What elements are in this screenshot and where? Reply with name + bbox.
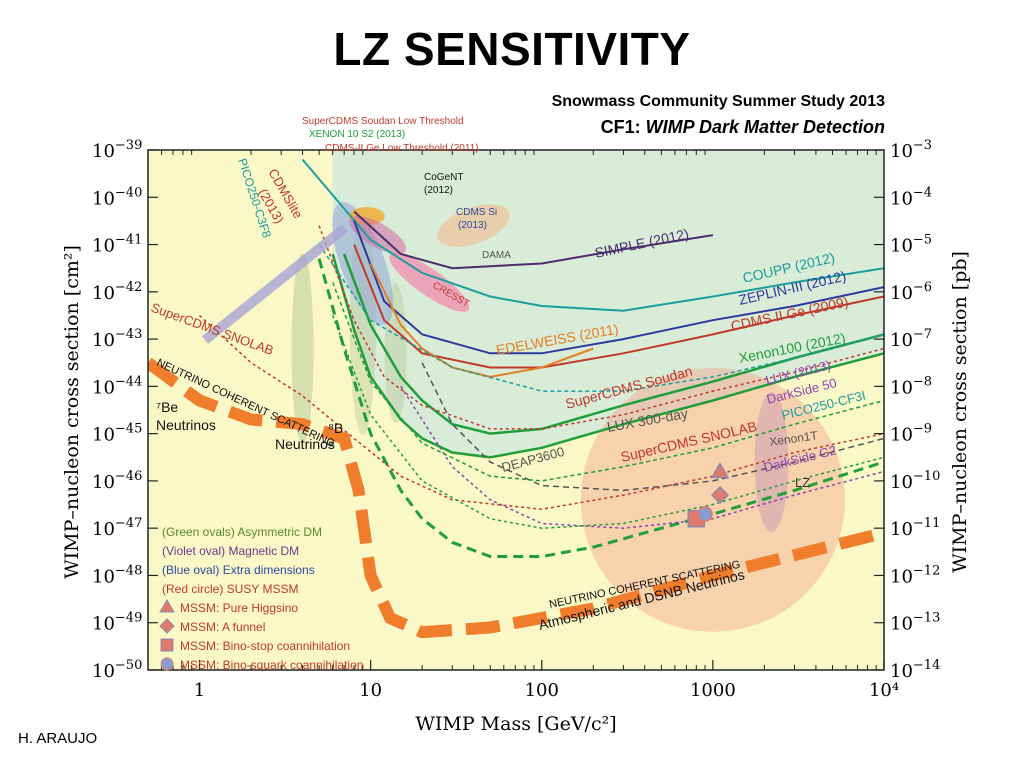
limit-curve (317, 258, 884, 558)
y-tick-label-right: 10−10 (890, 469, 940, 493)
legend-entry: MSSM: Bino-squark coannihilation (180, 658, 363, 672)
cresst-region (389, 252, 470, 312)
legend-entry: MSSM: Bino-stop coannihilation (180, 639, 350, 653)
y-tick-label-left: 10−46 (92, 469, 142, 493)
limit-curves (198, 158, 884, 558)
label-cdms-si: CDMS Si (456, 207, 497, 218)
y-tick-label-right: 10−5 (890, 233, 932, 257)
mssm-point-triangle (710, 461, 730, 479)
extra-dimensions-oval (332, 201, 394, 325)
limit-curve (421, 362, 884, 492)
label-cdms-si-year: (2013) (458, 220, 487, 231)
y-tick-label-right: 10−7 (890, 327, 932, 351)
legend-entry: MSSM: Pure Higgsino (180, 601, 298, 615)
legend-entry: (Violet oval) Magnetic DM (162, 544, 299, 558)
x-tick-label: 1000 (690, 680, 736, 701)
y-tick-label-right: 10−13 (890, 611, 940, 635)
label-supercdms-low-threshold: SuperCDMS Soudan Low Threshold (302, 116, 464, 127)
y-tick-label-right: 10−6 (890, 280, 932, 304)
label-cogent-year: (2012) (424, 185, 453, 196)
legend-entry: (Blue oval) Extra dimensions (162, 563, 315, 577)
limit-curve (342, 253, 884, 435)
x-tick-label: 100 (525, 680, 559, 701)
label-lz: LZ (795, 475, 810, 490)
label-xenon1t: Xenon1T (768, 428, 819, 449)
legend-entry: MSSM: A funnel (180, 620, 265, 634)
legend-marker-diamond (159, 618, 175, 634)
limit-curve (301, 158, 884, 312)
subtitle-study: Snowmass Community Summer Study 2013 (551, 93, 885, 110)
x-tick-label: 1 (194, 680, 205, 701)
y-tick-label-right: 10−9 (890, 422, 932, 446)
y-tick-label-right: 10−11 (890, 516, 940, 540)
label-b8: ⁸B (328, 420, 343, 436)
projection-arrow (201, 224, 349, 344)
limit-curve (400, 385, 884, 529)
limit-curve (331, 253, 884, 459)
y-tick-label-right: 10−3 (890, 138, 932, 162)
legend: (Green ovals) Asymmetric DM (Violet oval)… (159, 525, 363, 672)
neutrino-floor-band (148, 357, 884, 639)
slide-title: LZ SENSITIVITY (333, 23, 691, 75)
label-neutrinos1: Neutrinos (156, 417, 216, 433)
x-axis-title: WIMP Mass [GeV/c²] (415, 713, 616, 735)
mssm-point-star (697, 506, 713, 522)
y-tick-label-left: 10−39 (92, 138, 142, 162)
y-tick-label-left: 10−43 (92, 327, 142, 351)
legend-entry: (Red circle) SUSY MSSM (162, 582, 298, 596)
y-tick-label-left: 10−47 (92, 516, 142, 540)
limit-curve (353, 220, 884, 355)
magnetic-dm-oval (754, 392, 789, 532)
subtitle-topic: CF1: WIMP Dark Matter Detection (601, 117, 885, 138)
label-neutrinos2: Neutrinos (275, 436, 335, 452)
label-dama: DAMA (482, 250, 511, 261)
x-tick-label: 10⁴ (869, 680, 899, 701)
mssm-point-diamond (710, 486, 730, 505)
label-cogent: CoGeNT (424, 172, 463, 183)
y-tick-label-left: 10−50 (92, 658, 142, 682)
legend-marker-star (160, 657, 174, 671)
plot-frame (147, 149, 885, 671)
asymmetric-dm-oval (291, 253, 314, 444)
mssm-points (687, 461, 730, 528)
dama-region (437, 204, 510, 247)
y-tick-label-right: 10−8 (890, 374, 932, 398)
y-tick-label-right: 10−4 (890, 185, 932, 209)
limit-curve (198, 314, 884, 511)
y-tick-label-left: 10−41 (92, 233, 142, 257)
y-tick-label-left: 10−44 (92, 374, 142, 398)
axis-ticks: 1 10 100 1000 10⁴ 10−39 10−40 10−41 10−42 10−43 10… (92, 138, 940, 701)
x-tick-label: 10 (359, 680, 382, 701)
y-tick-label-left: 10−49 (92, 611, 142, 635)
limit-curve (318, 244, 884, 392)
limit-curve (331, 315, 884, 529)
subtitle-emphasis: WIMP Dark Matter Detection (645, 117, 885, 137)
subtitle-prefix: CF1: (600, 117, 646, 137)
susy-mssm-circle (580, 367, 845, 632)
limit-curve (318, 225, 884, 430)
y-tick-label-right: 10−12 (890, 563, 940, 587)
y-tick-label-left: 10−48 (92, 563, 142, 587)
y-tick-label-left: 10−42 (92, 280, 142, 304)
author-credit: H. ARAUJO (18, 730, 98, 747)
legend-marker-square (160, 638, 174, 652)
limit-curve (353, 210, 714, 270)
y-tick-label-left: 10−45 (92, 422, 142, 446)
label-be7: ⁷Be (156, 399, 178, 415)
label-cdms2-ge-low: CDMS-II Ge Low Threshold (2011) (325, 143, 479, 154)
legend-marker-triangle (159, 599, 175, 613)
legend-entry: (Green ovals) Asymmetric DM (162, 525, 322, 539)
y-axis-title-right: WIMP–nucleon cross section [pb] (949, 251, 971, 573)
y-axis-title-left: WIMP–nucleon cross section [cm²] (61, 245, 83, 579)
y-tick-label-right: 10−14 (890, 658, 940, 682)
y-tick-label-left: 10−40 (92, 185, 142, 209)
label-xenon10-s2: XENON 10 S2 (2013) (309, 129, 405, 140)
